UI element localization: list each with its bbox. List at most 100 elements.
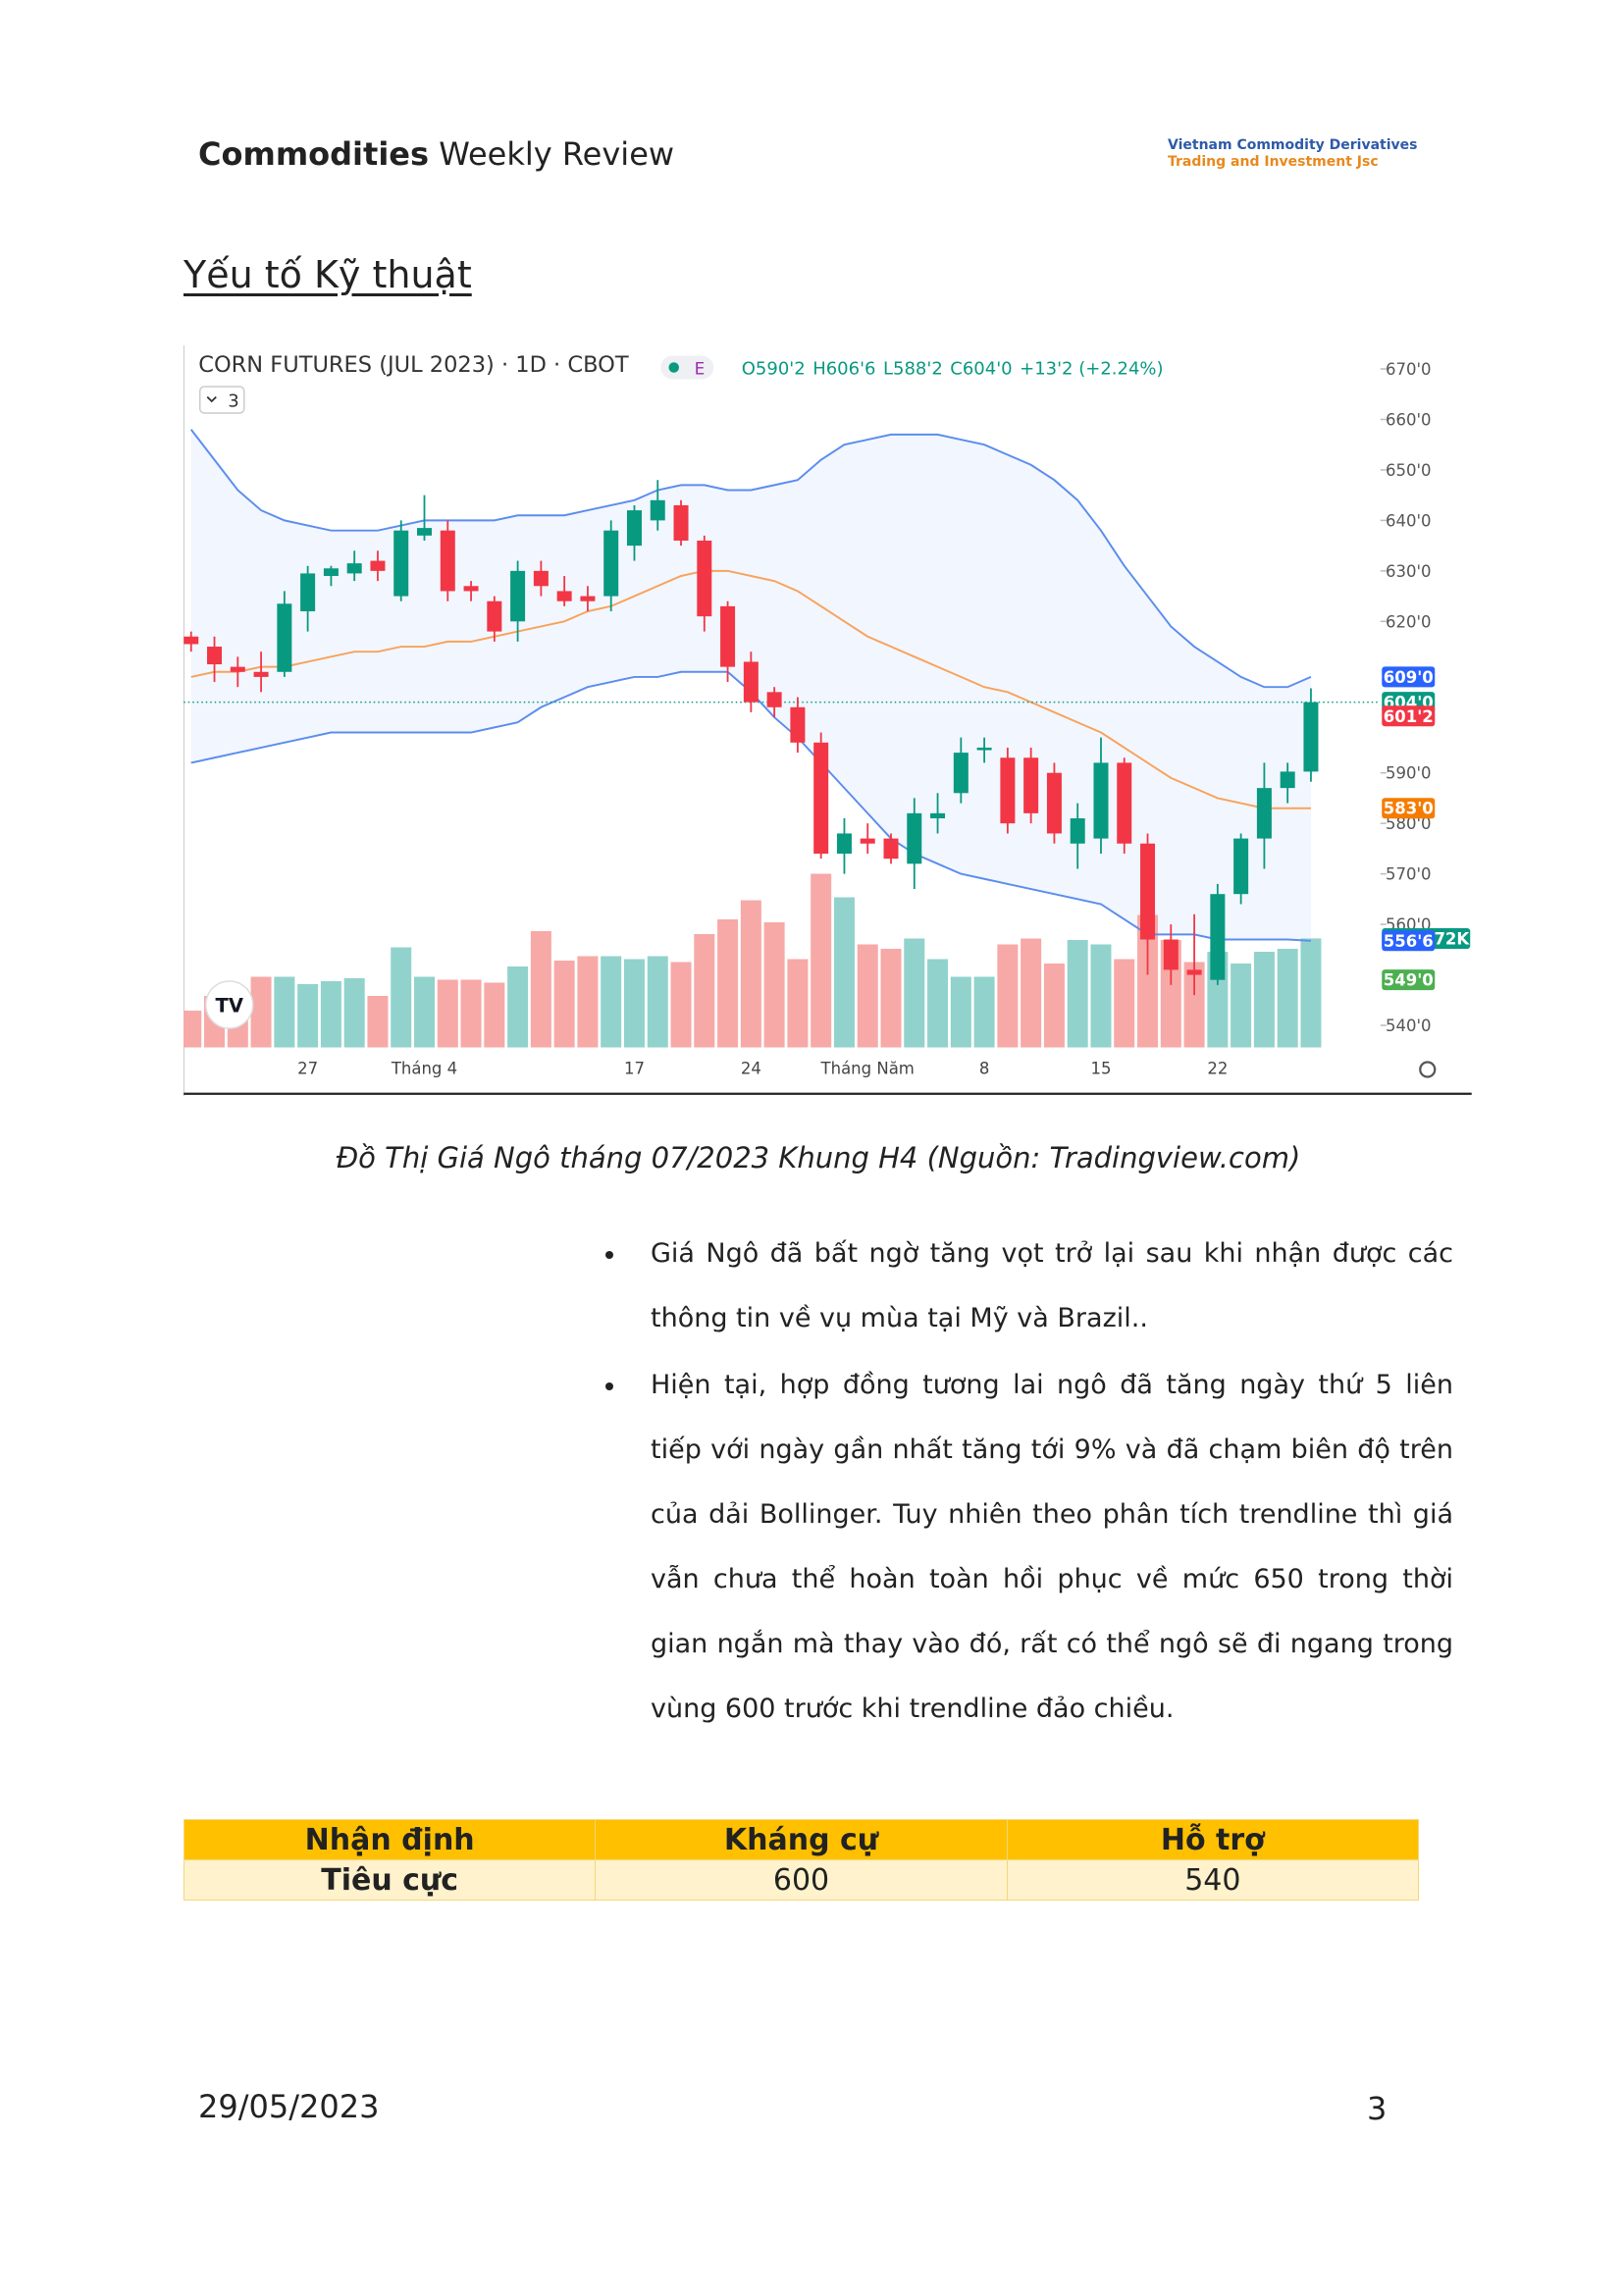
volume-bar xyxy=(717,919,739,1048)
candle-body xyxy=(417,528,432,536)
candle-body xyxy=(323,568,339,576)
volume-bar xyxy=(460,979,482,1048)
logo-line: Vietnam Commodity Derivatives xyxy=(1168,137,1418,153)
candle-body xyxy=(836,833,852,855)
settings-icon[interactable] xyxy=(1419,1061,1437,1078)
candle-body xyxy=(1046,772,1062,834)
candle-body xyxy=(883,838,899,860)
status-pill xyxy=(660,355,714,380)
volume-bar xyxy=(623,959,645,1048)
volume-bar xyxy=(973,976,995,1048)
volume-bar xyxy=(601,956,622,1048)
volume-bar xyxy=(740,900,761,1048)
candle-body xyxy=(1140,843,1156,940)
candle-body xyxy=(1117,762,1132,844)
logo-line: Trading and Investment Jsc xyxy=(1168,154,1379,170)
indicator-toggle[interactable] xyxy=(199,386,245,414)
candle-body xyxy=(253,671,269,677)
legend-value: +13'2 (+2.24%) xyxy=(1020,358,1163,379)
candle-body xyxy=(930,812,946,819)
candle-body xyxy=(790,706,806,743)
volume-bar xyxy=(530,931,551,1048)
volume-bar xyxy=(391,947,412,1048)
volume-bar xyxy=(437,979,458,1048)
logo: Vietnam Commodity Derivatives Trading an… xyxy=(1168,137,1418,171)
footer-date: 29/05/2023 xyxy=(198,2088,380,2125)
y-tick-label: 580'0 xyxy=(1386,814,1432,833)
candle-body xyxy=(907,812,922,864)
y-tick-label: 570'0 xyxy=(1386,865,1432,884)
candle-body xyxy=(346,563,362,574)
price-badge-label: 556'6 xyxy=(1384,932,1434,951)
chart: 670'0 660'0 650'0 640'0 630'0 620'0 590'0 580'0… xyxy=(183,345,1472,1096)
section-title: Yếu tố Kỹ thuật xyxy=(183,253,472,296)
legend-value: C604'0 xyxy=(950,358,1012,379)
outlook-table: Nhận định Kháng cự Hỗ trợ Tiêu cực 600 5… xyxy=(183,1819,1420,1901)
y-tick-label: 620'0 xyxy=(1386,612,1432,631)
y-tick-label: 540'0 xyxy=(1386,1017,1432,1035)
volume-bar xyxy=(367,996,389,1048)
price-badge xyxy=(1382,930,1436,952)
x-tick-label: 8 xyxy=(979,1060,990,1078)
candle-body xyxy=(720,605,736,667)
candle-body xyxy=(813,742,829,855)
price-badge xyxy=(1382,798,1436,819)
candle-body xyxy=(1070,818,1085,844)
volume-bar xyxy=(1183,962,1205,1048)
x-tick-label: Tháng Năm xyxy=(820,1060,915,1078)
x-tick-label: 15 xyxy=(1090,1060,1111,1078)
volume-bar xyxy=(1253,952,1275,1048)
volume-bar xyxy=(670,962,692,1048)
tv-logo xyxy=(205,980,254,1029)
price-badge-label: 549'0 xyxy=(1384,971,1434,990)
y-tick-label: 630'0 xyxy=(1386,562,1432,581)
moving-average xyxy=(190,569,1311,809)
y-tick-label: 660'0 xyxy=(1386,410,1432,429)
volume-bar xyxy=(1300,938,1322,1048)
candle-body xyxy=(183,636,199,645)
volume-bar xyxy=(787,959,809,1048)
y-tick-label: 670'0 xyxy=(1386,360,1432,379)
volume-bar xyxy=(857,944,878,1048)
volume-bar xyxy=(577,956,599,1048)
volume-bar xyxy=(274,976,295,1048)
candle-body xyxy=(510,570,526,622)
x-tick-label: Tháng 4 xyxy=(391,1060,457,1078)
candle-body xyxy=(580,596,596,601)
x-tick-label: 24 xyxy=(741,1060,761,1078)
y-tick-label: 650'0 xyxy=(1386,461,1432,480)
volume-bar xyxy=(833,897,855,1048)
volume-bar xyxy=(811,873,832,1048)
legend-value: H606'6 xyxy=(812,358,875,379)
volume-bar xyxy=(1137,914,1159,1048)
volume-bar xyxy=(997,944,1019,1048)
candle-body xyxy=(487,600,502,632)
candle-body xyxy=(370,560,386,571)
candle-body xyxy=(300,573,316,612)
cell: 540 xyxy=(1006,1859,1420,1901)
candle-body xyxy=(207,647,223,665)
candle-body xyxy=(603,530,619,597)
legend-value: L588'2 xyxy=(883,358,943,379)
candle-body xyxy=(976,747,992,751)
volume-bar xyxy=(1043,964,1065,1048)
candle-body xyxy=(1280,771,1295,789)
volume-bar xyxy=(763,922,785,1048)
tv-logo-glyph: TV xyxy=(216,995,243,1017)
y-tick-label: 640'0 xyxy=(1386,511,1432,530)
volume-bar xyxy=(183,1011,202,1048)
volume-bar xyxy=(927,959,949,1048)
x-tick-label: 27 xyxy=(297,1060,318,1078)
price-badge xyxy=(1382,705,1436,727)
header-rest: Weekly Review xyxy=(429,135,675,173)
candle-body xyxy=(463,586,479,592)
volume-bar xyxy=(1090,944,1112,1048)
volume-bar xyxy=(694,934,715,1048)
status-label: E xyxy=(695,359,705,378)
volume-bar xyxy=(1067,940,1088,1048)
x-tick-label: 17 xyxy=(624,1060,645,1078)
candle-body xyxy=(1256,788,1272,839)
candle-body xyxy=(673,504,689,541)
candle-body xyxy=(230,666,245,672)
